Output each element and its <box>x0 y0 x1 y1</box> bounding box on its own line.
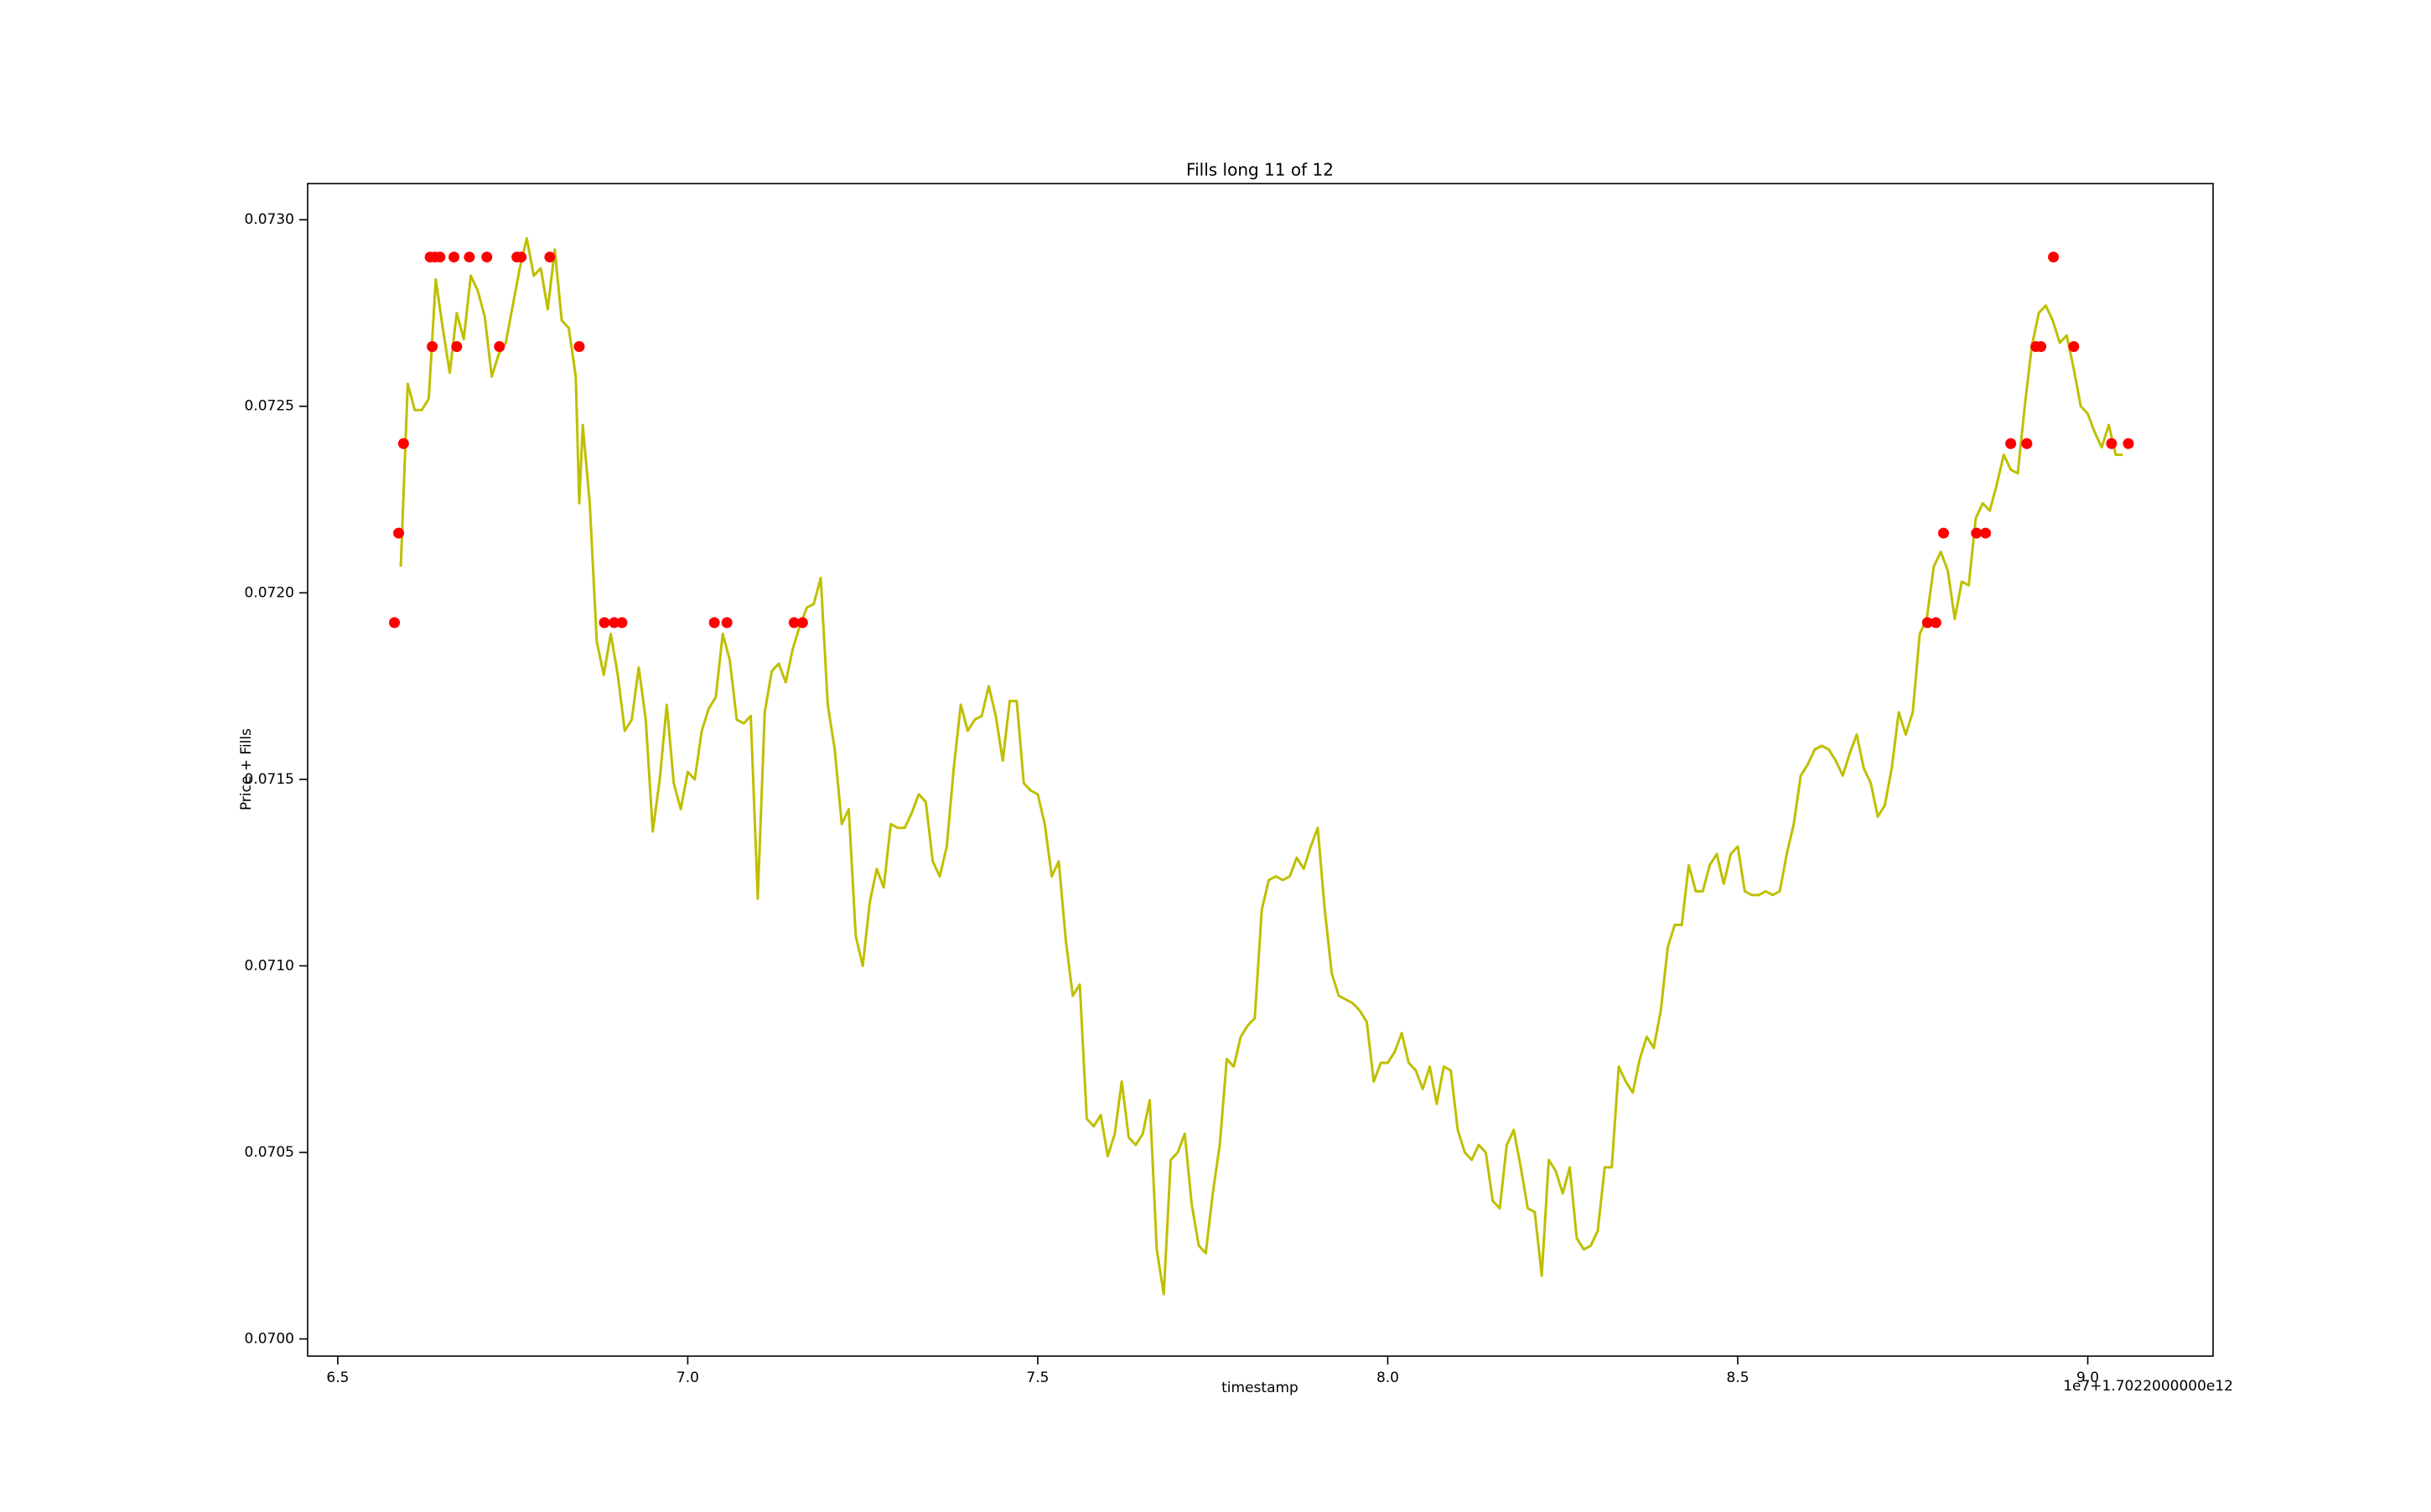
y-tick-label: 0.0730 <box>245 211 294 228</box>
x-offset-label: 1e7+1.7022000000e12 <box>2063 1378 2233 1395</box>
fill-point <box>2021 438 2033 449</box>
y-tick-label: 0.0700 <box>245 1331 294 1348</box>
fill-point <box>389 617 401 629</box>
fill-point <box>1938 527 1950 539</box>
fill-point <box>448 251 460 263</box>
x-tick-label: 7.0 <box>676 1370 699 1386</box>
fill-point <box>1921 617 1933 629</box>
x-tick-label: 7.5 <box>1026 1370 1049 1386</box>
fill-point <box>544 251 556 263</box>
x-axis-label: timestamp <box>1221 1380 1298 1396</box>
fill-point <box>2068 341 2080 353</box>
fill-point <box>1971 527 1983 539</box>
fill-point <box>481 251 493 263</box>
fill-point <box>1980 527 1992 539</box>
fill-point <box>464 251 475 263</box>
fill-point <box>516 251 527 263</box>
x-tick-label: 8.5 <box>1726 1370 1749 1386</box>
fill-point <box>434 251 446 263</box>
fill-point <box>2048 251 2060 263</box>
y-tick-label: 0.0720 <box>245 584 294 601</box>
fill-point <box>393 527 405 539</box>
fill-point <box>599 617 610 629</box>
fill-point <box>573 341 585 353</box>
fill-point <box>2005 438 2017 449</box>
fill-point <box>2106 438 2117 449</box>
x-tick-label: 6.5 <box>326 1370 349 1386</box>
price-line <box>399 236 2123 1296</box>
fill-point <box>788 617 800 629</box>
chart-title: Fills long 11 of 12 <box>1186 160 1334 180</box>
fill-point <box>721 617 733 629</box>
fill-point <box>2123 438 2134 449</box>
fill-point <box>616 617 628 629</box>
y-axis-label: Price + Fills <box>238 728 255 810</box>
fill-point <box>427 341 438 353</box>
y-tick-label: 0.0710 <box>245 957 294 974</box>
fill-point <box>2035 341 2047 353</box>
fill-point <box>494 341 505 353</box>
fill-point <box>609 617 620 629</box>
fill-point <box>1930 617 1941 629</box>
plot-frame <box>307 183 2214 1357</box>
fill-point <box>451 341 463 353</box>
y-tick-label: 0.0715 <box>245 771 294 788</box>
fill-point <box>708 617 720 629</box>
fill-point <box>397 438 409 449</box>
y-tick-label: 0.0705 <box>245 1144 294 1161</box>
fill-point <box>796 617 808 629</box>
x-tick-label: 9.0 <box>2076 1370 2099 1386</box>
x-tick-label: 8.0 <box>1376 1370 1399 1386</box>
y-tick-label: 0.0725 <box>245 398 294 415</box>
